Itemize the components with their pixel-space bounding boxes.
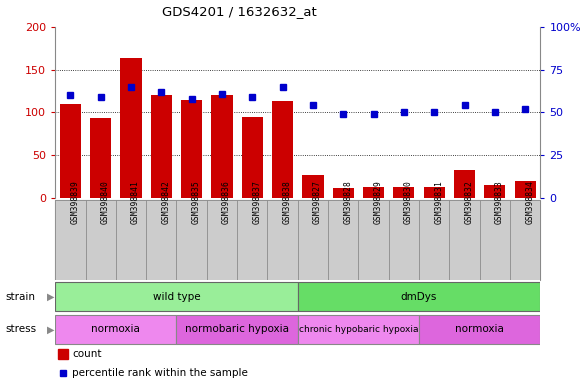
Bar (150, 95, 172, 198)
Bar (297, 200, 328, 280)
Bar (480, 200, 510, 280)
Bar (55, 314, 177, 344)
Text: normobaric hypoxia: normobaric hypoxia (185, 324, 289, 334)
Text: dmDys: dmDys (401, 291, 437, 302)
Bar (146, 200, 177, 280)
Bar (85, 200, 116, 280)
Bar (297, 314, 419, 344)
Bar (60, 104, 81, 198)
Bar (181, 99, 202, 198)
Text: GSM398834: GSM398834 (525, 180, 534, 224)
Text: strain: strain (6, 291, 36, 302)
Bar (389, 200, 419, 280)
Bar (419, 314, 540, 344)
Text: GSM398828: GSM398828 (343, 180, 352, 224)
Bar (177, 200, 207, 280)
Bar (272, 101, 293, 198)
Bar (58, 349, 69, 359)
Text: normoxia: normoxia (91, 324, 140, 334)
Text: GSM398827: GSM398827 (313, 180, 322, 224)
Bar (333, 187, 354, 198)
Bar (302, 175, 324, 198)
Text: wild type: wild type (153, 291, 200, 302)
Bar (484, 185, 505, 198)
Bar (515, 181, 536, 198)
Bar (90, 118, 112, 198)
Bar (363, 187, 384, 198)
Bar (328, 200, 358, 280)
Bar (120, 58, 142, 198)
Bar (424, 187, 445, 198)
Text: GSM398830: GSM398830 (404, 180, 413, 224)
Bar (393, 187, 414, 198)
Bar (177, 314, 297, 344)
Text: ▶: ▶ (46, 324, 54, 334)
Text: stress: stress (6, 324, 37, 334)
Text: GSM398835: GSM398835 (192, 180, 200, 224)
Text: GSM398836: GSM398836 (222, 180, 231, 224)
Bar (297, 282, 540, 311)
Bar (207, 200, 237, 280)
Text: GSM398832: GSM398832 (465, 180, 474, 224)
Text: normoxia: normoxia (456, 324, 504, 334)
Bar (358, 200, 389, 280)
Bar (55, 282, 297, 311)
Text: ▶: ▶ (46, 291, 54, 302)
Bar (267, 200, 297, 280)
Text: GDS4201 / 1632632_at: GDS4201 / 1632632_at (162, 5, 317, 18)
Text: percentile rank within the sample: percentile rank within the sample (72, 367, 248, 377)
Bar (116, 200, 146, 280)
Text: GSM398842: GSM398842 (162, 180, 170, 224)
Bar (211, 95, 232, 198)
Bar (237, 200, 267, 280)
Bar (242, 117, 263, 198)
Bar (55, 200, 85, 280)
Text: GSM398829: GSM398829 (374, 180, 382, 224)
Text: GSM398840: GSM398840 (101, 180, 110, 224)
Text: GSM398831: GSM398831 (434, 180, 443, 224)
Text: chronic hypobaric hypoxia: chronic hypobaric hypoxia (299, 325, 418, 334)
Text: count: count (72, 349, 102, 359)
Text: GSM398838: GSM398838 (282, 180, 292, 224)
Bar (454, 170, 475, 198)
Text: GSM398839: GSM398839 (70, 180, 80, 224)
Text: GSM398833: GSM398833 (495, 180, 504, 224)
Text: GSM398841: GSM398841 (131, 180, 140, 224)
Bar (449, 200, 480, 280)
Text: GSM398837: GSM398837 (252, 180, 261, 224)
Bar (419, 200, 449, 280)
Bar (510, 200, 540, 280)
